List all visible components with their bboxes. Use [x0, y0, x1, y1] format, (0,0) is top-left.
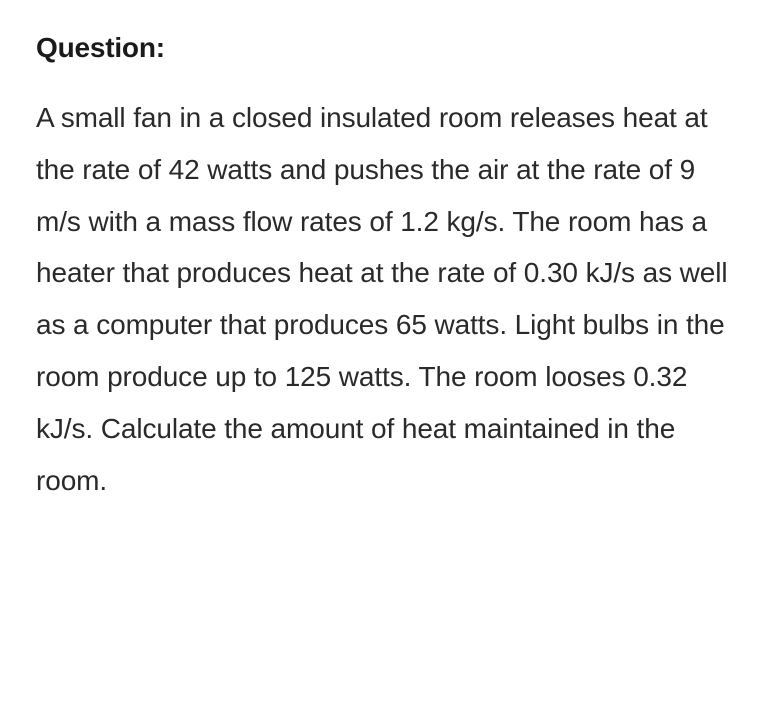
- question-heading: Question:: [36, 32, 734, 64]
- question-body-text: A small fan in a closed insulated room r…: [36, 92, 734, 506]
